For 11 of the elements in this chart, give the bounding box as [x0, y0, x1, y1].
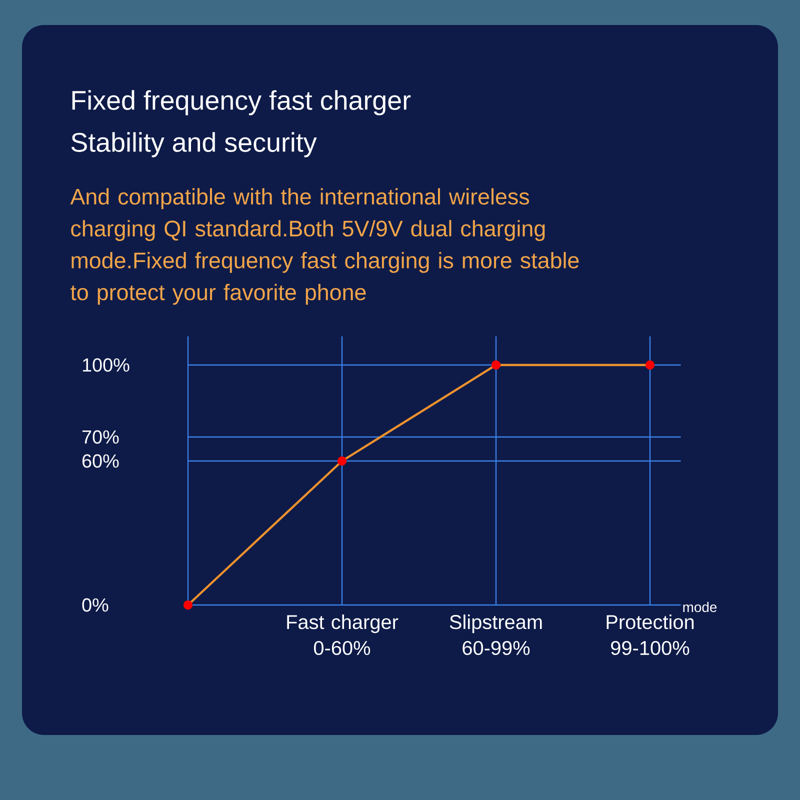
y-tick-label: 0%	[82, 598, 108, 612]
text: And compatible with the international wireless charging QI standard.Both 5V/9V dual charging mode.Fixed frequency fast charging is more stable to protect your favorite phone	[70, 188, 579, 305]
y-tick-label: 70%	[82, 430, 119, 444]
y-tick-label: 60%	[82, 454, 119, 468]
chart-title: Fixed frequency fast charger	[72, 90, 411, 116]
x-tick-label: Slipstream 60-99%	[450, 614, 542, 656]
x-axis-title: mode	[683, 602, 717, 612]
y-tick-label: 100%	[82, 358, 130, 372]
x-tick-label: Fast charger 0-60%	[287, 614, 398, 656]
x-tick-label: Protection 99-100%	[606, 614, 694, 656]
chart-subtitle: Stability and security	[71, 132, 317, 158]
